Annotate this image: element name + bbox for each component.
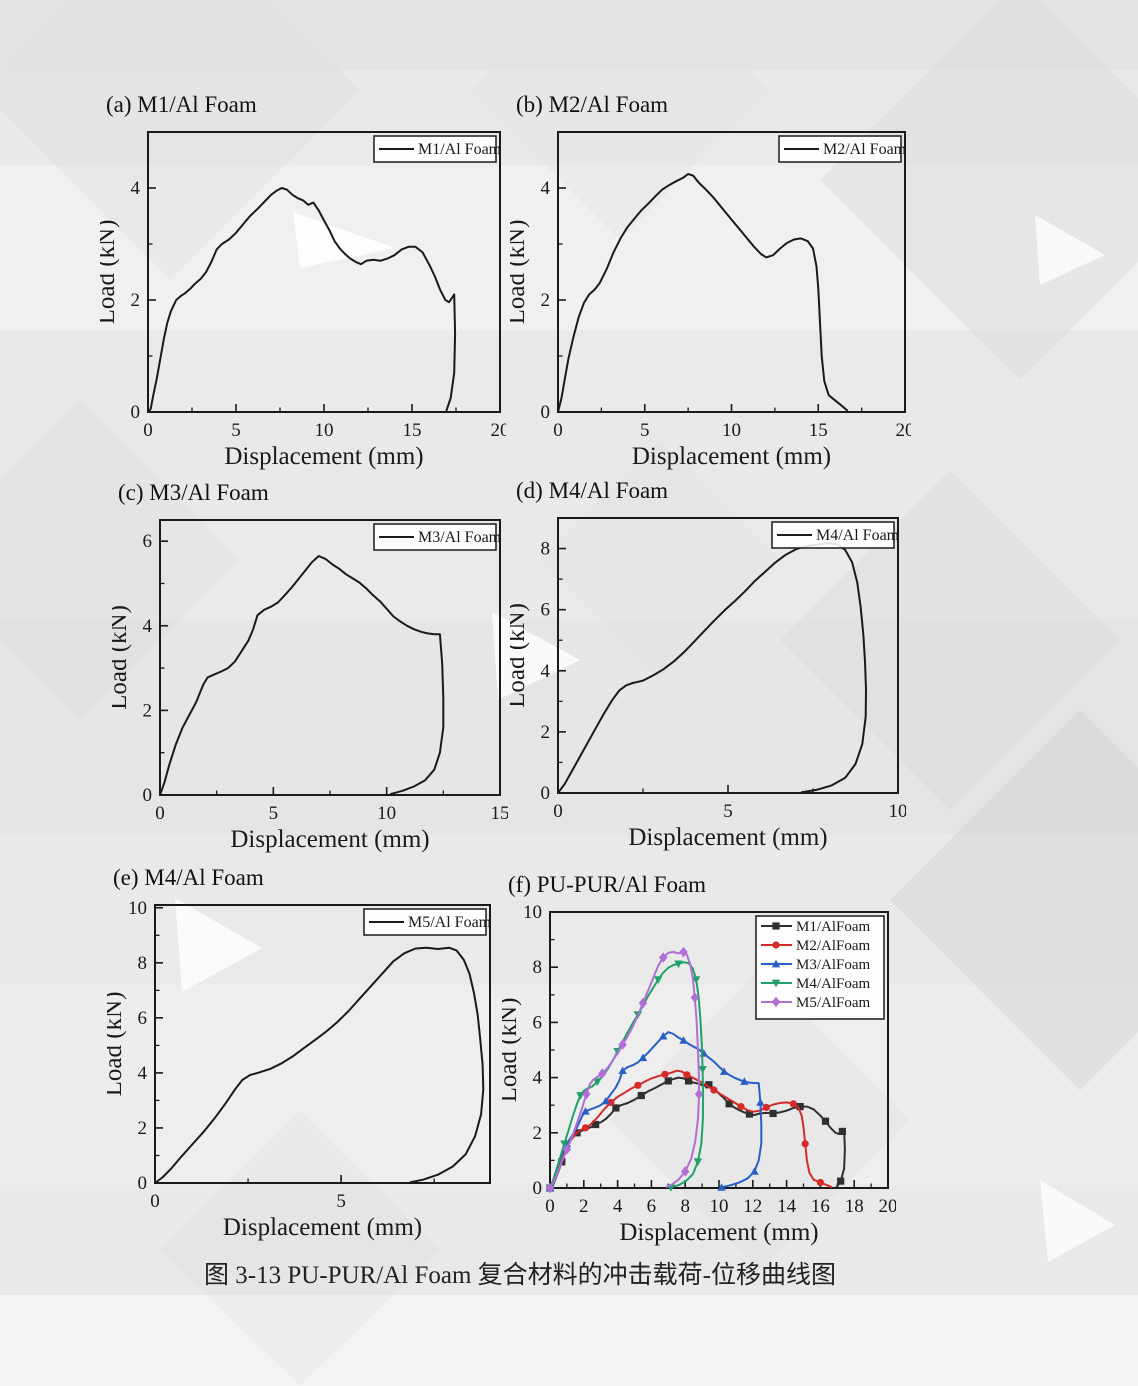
svg-text:8: 8 — [541, 539, 551, 560]
svg-text:10: 10 — [523, 904, 542, 923]
svg-text:2: 2 — [533, 1123, 543, 1144]
svg-text:M5/Al Foam: M5/Al Foam — [408, 914, 492, 931]
subplot-f: (f) PU-PUR/Al Foam 0 2 4 6 8 10 12 14 16 18 20 0 2 4 6… — [495, 868, 898, 1273]
svg-text:4: 4 — [533, 1068, 543, 1089]
svg-text:15: 15 — [809, 420, 828, 441]
subplot-c-chart: 0 5 10 15 0 2 4 6 Displacement (mm) Load (kN) M3/A… — [105, 519, 510, 853]
svg-text:0: 0 — [553, 801, 563, 822]
subplot-d: (d) M4/Al Foam 0 5 10 0 2 4 6 8 Displacement (mm… — [503, 474, 908, 878]
svg-text:4: 4 — [541, 178, 551, 199]
svg-text:Load (kN): Load (kN) — [112, 605, 132, 710]
svg-text:6: 6 — [143, 531, 153, 552]
svg-text:M2/AlFoam: M2/AlFoam — [796, 938, 871, 954]
svg-text:5: 5 — [640, 420, 650, 441]
svg-text:Load (kN): Load (kN) — [100, 220, 120, 325]
subplot-f-title: (f) PU-PUR/Al Foam — [508, 872, 707, 897]
svg-text:6: 6 — [541, 600, 551, 621]
svg-text:6: 6 — [138, 1008, 148, 1029]
svg-text:8: 8 — [533, 957, 543, 978]
svg-text:4: 4 — [138, 1063, 148, 1084]
svg-text:Load (kN): Load (kN) — [107, 992, 127, 1097]
subplot-b-chart: 0 5 10 15 20 0 2 4 Displacement (mm) Load (kN) M2/… — [503, 131, 915, 470]
svg-text:M2/Al Foam: M2/Al Foam — [823, 141, 907, 158]
svg-text:10: 10 — [128, 898, 147, 919]
svg-text:2: 2 — [143, 700, 153, 721]
subplot-b-title: (b) M2/Al Foam — [516, 92, 669, 117]
svg-text:4: 4 — [613, 1196, 623, 1217]
svg-text:M1/Al Foam: M1/Al Foam — [418, 141, 502, 158]
svg-text:Displacement (mm): Displacement (mm) — [230, 826, 429, 853]
svg-text:15: 15 — [403, 420, 422, 441]
svg-text:M1/AlFoam: M1/AlFoam — [796, 919, 871, 935]
svg-text:0: 0 — [541, 783, 551, 804]
svg-text:0: 0 — [150, 1191, 160, 1212]
svg-text:Displacement (mm): Displacement (mm) — [628, 824, 827, 851]
svg-text:0: 0 — [131, 402, 141, 423]
svg-text:0: 0 — [553, 420, 563, 441]
svg-text:Displacement (mm): Displacement (mm) — [223, 1214, 422, 1241]
svg-text:0: 0 — [541, 402, 551, 423]
svg-text:14: 14 — [777, 1196, 797, 1217]
svg-text:10: 10 — [889, 801, 907, 822]
svg-text:2: 2 — [541, 722, 551, 743]
svg-text:10: 10 — [722, 420, 741, 441]
svg-text:Displacement (mm): Displacement (mm) — [619, 1219, 818, 1246]
svg-text:6: 6 — [647, 1196, 657, 1217]
subplot-e-title: (e) M4/Al Foam — [113, 865, 264, 890]
svg-text:Load (kN): Load (kN) — [510, 220, 530, 325]
svg-text:0: 0 — [143, 785, 153, 806]
svg-text:10: 10 — [315, 420, 334, 441]
subplot-d-chart: 0 5 10 0 2 4 6 8 Displacement (mm) Load (kN) M4/Al… — [503, 517, 908, 851]
subplot-c: (c) M3/Al Foam 0 5 10 15 0 2 4 6 Displacement (m… — [105, 476, 510, 880]
svg-text:2: 2 — [579, 1196, 589, 1217]
svg-text:6: 6 — [533, 1012, 543, 1033]
svg-text:5: 5 — [336, 1191, 346, 1212]
svg-text:2: 2 — [541, 290, 551, 311]
svg-text:M5/AlFoam: M5/AlFoam — [796, 995, 871, 1011]
svg-text:M3/AlFoam: M3/AlFoam — [796, 957, 871, 973]
svg-text:8: 8 — [138, 953, 148, 974]
subplot-d-title: (d) M4/Al Foam — [516, 478, 669, 503]
svg-text:16: 16 — [811, 1196, 830, 1217]
subplot-a-chart: 0 5 10 15 20 0 2 4 Displacement (mm) Load (kN) M1/… — [93, 131, 510, 470]
svg-text:4: 4 — [143, 616, 153, 637]
svg-text:15: 15 — [491, 803, 509, 824]
svg-text:10: 10 — [377, 803, 396, 824]
figure-caption: 图 3-13 PU-PUR/Al Foam 复合材料的冲击载荷-位移曲线图 — [204, 1262, 836, 1289]
svg-text:5: 5 — [231, 420, 241, 441]
subplot-e: (e) M4/Al Foam 0 5 0 2 4 6 8 10 Displacement (mm… — [100, 861, 498, 1268]
svg-text:5: 5 — [723, 801, 733, 822]
svg-text:2: 2 — [131, 290, 141, 311]
svg-text:10: 10 — [710, 1196, 729, 1217]
svg-text:4: 4 — [131, 178, 141, 199]
svg-text:Load (kN): Load (kN) — [510, 603, 530, 708]
svg-text:5: 5 — [269, 803, 279, 824]
svg-text:8: 8 — [680, 1196, 690, 1217]
svg-text:18: 18 — [845, 1196, 864, 1217]
svg-text:20: 20 — [491, 420, 507, 441]
svg-text:12: 12 — [743, 1196, 762, 1217]
svg-text:20: 20 — [879, 1196, 897, 1217]
svg-text:M3/Al Foam: M3/Al Foam — [418, 529, 502, 546]
svg-text:2: 2 — [138, 1118, 148, 1139]
svg-text:Displacement (mm): Displacement (mm) — [224, 443, 423, 470]
subplot-a-title: (a) M1/Al Foam — [106, 92, 257, 117]
svg-text:0: 0 — [545, 1196, 555, 1217]
subplot-b: (b) M2/Al Foam 0 5 10 15 20 0 2 4 Displacement (… — [503, 88, 915, 501]
svg-text:0: 0 — [138, 1173, 148, 1194]
svg-text:0: 0 — [155, 803, 165, 824]
svg-text:0: 0 — [533, 1178, 543, 1199]
subplot-a: (a) M1/Al Foam 0 5 10 15 20 0 2 4 Displacement (… — [93, 88, 510, 501]
svg-text:0: 0 — [143, 420, 153, 441]
svg-text:M4/AlFoam: M4/AlFoam — [796, 976, 871, 992]
svg-text:Displacement (mm): Displacement (mm) — [632, 443, 831, 470]
svg-text:20: 20 — [896, 420, 912, 441]
svg-text:4: 4 — [541, 661, 551, 682]
subplot-e-chart: 0 5 0 2 4 6 8 10 Displacement (mm) Load (kN) M5/Al… — [100, 898, 492, 1241]
svg-text:Load (kN): Load (kN) — [502, 998, 522, 1103]
subplot-c-title: (c) M3/Al Foam — [118, 480, 269, 505]
svg-text:M4/Al Foam: M4/Al Foam — [816, 527, 900, 544]
